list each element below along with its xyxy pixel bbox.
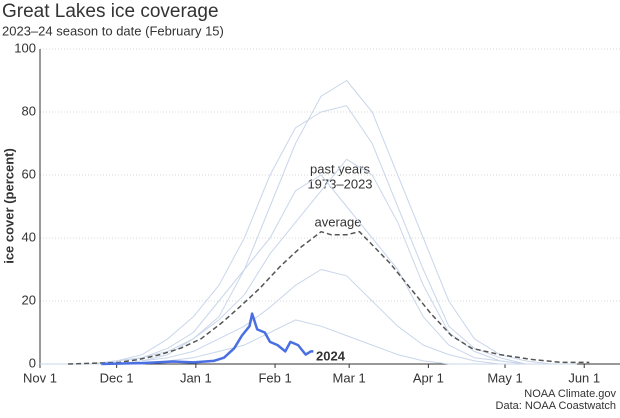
chart-subtitle: 2023–24 season to date (February 15) — [2, 23, 224, 38]
annotation: 1973–2023 — [307, 176, 372, 191]
y-tick-label: 40 — [22, 229, 36, 244]
x-tick-label: Nov 1 — [23, 370, 57, 385]
credit: Data: NOAA Coastwatch — [496, 400, 616, 412]
series-line — [68, 230, 590, 365]
x-tick-label: Dec 1 — [100, 370, 134, 385]
x-tick-label: Mar 1 — [333, 370, 366, 385]
x-tick-label: Jan 1 — [180, 370, 212, 385]
credit: NOAA Climate.gov — [524, 388, 616, 400]
past-year-line — [40, 158, 577, 365]
y-tick-label: 80 — [22, 103, 36, 118]
past-year-line — [40, 105, 577, 365]
past-year-line — [40, 269, 577, 365]
x-tick-label: May 1 — [487, 370, 522, 385]
series-label: 2024 — [316, 348, 346, 363]
x-tick-label: Feb 1 — [258, 370, 291, 385]
past-year-line — [40, 174, 577, 365]
series-line — [101, 312, 314, 366]
y-tick-label: 100 — [14, 40, 36, 55]
past-year-line — [40, 80, 577, 365]
x-tick-label: Apr 1 — [413, 370, 444, 385]
y-tick-label: 60 — [22, 166, 36, 181]
y-tick-label: 20 — [22, 292, 36, 307]
y-tick-label: 0 — [29, 355, 36, 370]
x-tick-label: Jun 1 — [568, 370, 600, 385]
past-year-line — [40, 319, 577, 365]
chart-title: Great Lakes ice coverage — [2, 1, 219, 22]
y-axis-label: ice cover (percent) — [1, 148, 16, 264]
series-label: average — [315, 214, 362, 229]
